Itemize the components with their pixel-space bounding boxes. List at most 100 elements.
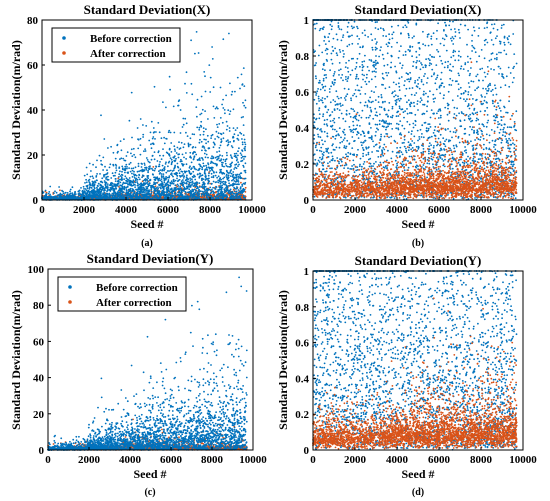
before-point <box>420 79 423 81</box>
before-point <box>120 187 123 190</box>
before-point <box>131 176 134 178</box>
before-point <box>137 184 139 187</box>
before-point <box>81 192 84 194</box>
before-point <box>349 128 352 131</box>
after-point <box>244 186 247 189</box>
before-point <box>156 189 159 191</box>
before-point <box>177 104 180 107</box>
before-point <box>43 195 46 198</box>
before-point <box>173 148 176 151</box>
before-point <box>207 162 209 165</box>
before-point <box>121 183 124 186</box>
before-point <box>184 117 187 120</box>
before-point <box>164 191 167 194</box>
before-point <box>189 173 192 176</box>
before-point <box>153 187 156 190</box>
before-point <box>169 173 172 176</box>
before-point <box>218 150 221 153</box>
before-point <box>222 107 225 109</box>
before-point <box>174 184 177 187</box>
before-point <box>233 168 236 170</box>
before-point <box>228 166 231 168</box>
before-point <box>124 165 127 168</box>
before-point <box>147 171 150 174</box>
before-point <box>222 161 224 164</box>
before-point <box>149 131 152 134</box>
before-point <box>120 195 123 198</box>
before-point <box>235 190 238 193</box>
before-point <box>189 137 192 140</box>
before-point <box>204 90 207 93</box>
before-point <box>114 163 117 166</box>
before-point <box>229 171 231 174</box>
before-point <box>175 157 177 160</box>
before-point <box>368 165 371 168</box>
before-point <box>139 144 142 147</box>
before-point <box>181 153 184 156</box>
before-point <box>157 178 159 181</box>
before-point <box>121 165 124 168</box>
before-point <box>167 184 170 187</box>
before-point <box>180 141 183 144</box>
before-point <box>107 147 109 149</box>
before-point <box>123 138 125 141</box>
before-point <box>140 186 143 189</box>
before-point <box>167 131 170 134</box>
before-point <box>195 185 198 188</box>
before-point <box>55 191 58 194</box>
before-point <box>133 192 136 195</box>
before-point <box>386 52 389 55</box>
before-point <box>186 174 188 177</box>
before-point <box>125 179 128 182</box>
before-point <box>454 59 457 62</box>
before-point <box>215 130 218 133</box>
before-point <box>172 105 175 108</box>
before-point <box>498 173 501 176</box>
before-point <box>451 79 454 82</box>
before-point <box>160 158 163 161</box>
before-point <box>86 173 89 176</box>
before-point <box>142 133 145 136</box>
before-point <box>140 166 143 168</box>
before-point <box>399 120 402 122</box>
before-point <box>81 189 84 192</box>
before-point <box>47 192 50 195</box>
before-point <box>212 105 215 108</box>
before-point <box>124 175 127 178</box>
before-point <box>350 97 352 100</box>
before-point <box>325 123 328 125</box>
before-point <box>208 195 211 197</box>
before-point <box>315 62 317 64</box>
before-point <box>479 110 482 113</box>
before-point <box>177 185 180 187</box>
before-point <box>214 174 217 177</box>
before-point <box>223 176 226 179</box>
before-point <box>205 188 208 191</box>
before-point <box>219 177 221 180</box>
before-point <box>223 165 225 168</box>
before-point <box>93 187 96 190</box>
before-point <box>154 194 156 197</box>
before-point <box>133 176 136 179</box>
before-point <box>159 172 162 174</box>
before-point <box>109 163 112 166</box>
before-point <box>128 119 131 122</box>
before-point <box>125 155 128 157</box>
before-point <box>182 146 185 149</box>
before-point <box>502 23 505 26</box>
before-point <box>233 177 235 180</box>
before-point <box>228 113 231 115</box>
before-point <box>344 133 346 136</box>
before-point <box>103 195 106 197</box>
before-point <box>242 134 245 137</box>
before-point <box>235 156 238 159</box>
before-point <box>508 35 510 38</box>
before-point <box>69 192 72 195</box>
y-tick-label: 40 <box>27 105 39 117</box>
before-point <box>463 98 465 101</box>
before-point <box>152 142 155 145</box>
before-point <box>186 191 189 194</box>
before-point <box>227 143 230 146</box>
before-point <box>88 182 91 184</box>
before-point <box>165 151 168 154</box>
